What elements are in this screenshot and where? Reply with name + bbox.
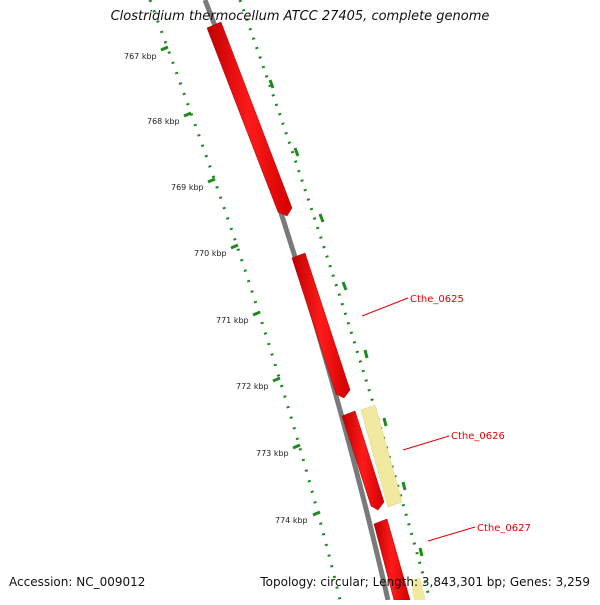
gene-label-cthe-0626[interactable]: Cthe_0626 bbox=[451, 431, 505, 442]
tick-774 bbox=[312, 510, 321, 517]
leader-cthe-0625 bbox=[361, 297, 409, 317]
tick-773 bbox=[292, 443, 301, 450]
tick-767 bbox=[160, 45, 169, 52]
tick-label-767: 767 kbp bbox=[124, 52, 157, 61]
gene-arrow-cthe-0626[interactable] bbox=[341, 410, 385, 511]
gene-highlight-2[interactable] bbox=[410, 578, 426, 600]
tick-label-768: 768 kbp bbox=[147, 117, 180, 126]
gene-highlight[interactable] bbox=[360, 404, 403, 508]
outer-ruler bbox=[238, 0, 432, 601]
map-title: Clostridium thermocellum ATCC 27405, com… bbox=[110, 9, 490, 24]
kbp-ruler: 767 kbp 768 kbp 769 kbp 770 kbp 771 kbp … bbox=[124, 45, 321, 525]
tick-771 bbox=[252, 310, 261, 317]
tick-772 bbox=[272, 376, 281, 383]
outer-major-ticks bbox=[268, 79, 424, 557]
tick-label-771: 771 kbp bbox=[216, 316, 249, 325]
leader-cthe-0627 bbox=[427, 526, 476, 542]
topology-text: Topology: circular; Length: 3,843,301 bp… bbox=[260, 575, 590, 589]
tick-label-772: 772 kbp bbox=[236, 382, 269, 391]
tick-769 bbox=[207, 177, 216, 184]
tick-label-770: 770 kbp bbox=[194, 249, 227, 258]
tick-768 bbox=[183, 111, 192, 118]
tick-label-774: 774 kbp bbox=[275, 516, 308, 525]
gene-arrow-1[interactable] bbox=[206, 21, 293, 217]
inner-ruler bbox=[148, 0, 342, 601]
tick-label-769: 769 kbp bbox=[171, 183, 204, 192]
gene-label-cthe-0627[interactable]: Cthe_0627 bbox=[477, 523, 531, 534]
tick-label-773: 773 kbp bbox=[256, 449, 289, 458]
gene-label-cthe-0625[interactable]: Cthe_0625 bbox=[410, 294, 464, 305]
gene-labels: Cthe_0625 Cthe_0626 Cthe_0627 bbox=[361, 294, 531, 542]
leader-cthe-0626 bbox=[402, 435, 450, 451]
gene-arrow-cthe-0625[interactable] bbox=[291, 252, 351, 399]
accession-text: Accession: NC_009012 bbox=[9, 575, 146, 589]
tick-770 bbox=[230, 243, 239, 250]
